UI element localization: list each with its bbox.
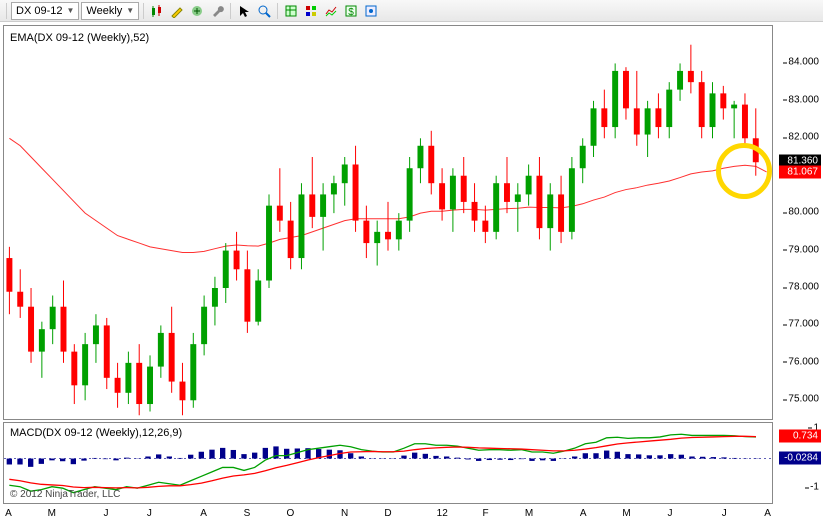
chart-container: EMA(DX 09-12 (Weekly),52) 75.000 76.000 77… [0,22,823,528]
toolbar-separator [6,3,7,19]
chevron-down-icon: ▼ [126,6,134,15]
y-tick: 79.000 [788,244,819,255]
interval-label: Weekly [86,5,122,17]
macd-badge: 0.734 [779,429,821,442]
toolbar-separator [230,3,231,19]
x-tick: A [764,508,771,519]
y-tick: 75.000 [788,394,819,405]
x-tick: N [341,508,348,519]
x-tick: J [722,508,727,519]
interval-dropdown[interactable]: Weekly ▼ [81,2,139,20]
symbol-dropdown[interactable]: DX 09-12 ▼ [11,2,79,20]
copyright: © 2012 NinjaTrader, LLC [10,489,120,500]
y-tick: 77.000 [788,319,819,330]
price-chart[interactable]: EMA(DX 09-12 (Weekly),52) [3,25,773,420]
price-y-axis[interactable]: 75.000 76.000 77.000 78.000 79.000 80.000 81.0… [775,25,821,420]
zoom-icon[interactable] [255,2,273,20]
y-tick: 83.000 [788,94,819,105]
x-tick: J [667,508,672,519]
x-axis[interactable]: A M J J A S O N D 12 F M A M J J A [3,506,773,526]
x-tick: J [104,508,109,519]
macd-chart[interactable]: MACD(DX 09-12 (Weekly),12,26,9) © 2012 N… [3,422,773,504]
x-tick: F [483,508,489,519]
y-tick: 78.000 [788,282,819,293]
x-tick: A [580,508,587,519]
properties-icon[interactable] [362,2,380,20]
data-icon[interactable] [282,2,300,20]
wrench-icon[interactable] [208,2,226,20]
x-tick: M [525,508,533,519]
price-badge: 81.067 [779,166,821,179]
y-tick: 76.000 [788,356,819,367]
x-tick: M [622,508,630,519]
dollar-icon[interactable]: $ [342,2,360,20]
x-tick: A [200,508,207,519]
ema-label: EMA(DX 09-12 (Weekly),52) [10,32,149,44]
cursor-icon[interactable] [235,2,253,20]
pencil-icon[interactable] [168,2,186,20]
x-tick: A [5,508,12,519]
y-tick: 82.000 [788,132,819,143]
x-tick: M [48,508,56,519]
x-tick: S [244,508,251,519]
svg-text:$: $ [348,7,354,18]
y-tick: -1 [810,482,819,493]
x-tick: O [287,508,295,519]
candlestick-icon[interactable] [148,2,166,20]
macd-badge: -0.0284 [779,452,821,465]
toolbar: DX 09-12 ▼ Weekly ▼ $ [0,0,823,22]
x-tick: J [147,508,152,519]
add-icon[interactable] [188,2,206,20]
macd-label: MACD(DX 09-12 (Weekly),12,26,9) [10,427,182,439]
y-tick: 84.000 [788,57,819,68]
macd-y-axis[interactable]: -110.734-0.0284 [775,422,821,504]
grid-icon[interactable] [302,2,320,20]
x-tick: 12 [437,508,448,519]
chevron-down-icon: ▼ [66,6,74,15]
symbol-label: DX 09-12 [16,5,62,17]
y-tick: 80.000 [788,207,819,218]
toolbar-separator [277,3,278,19]
toolbar-separator [143,3,144,19]
chart-icon[interactable] [322,2,340,20]
x-tick: D [384,508,391,519]
